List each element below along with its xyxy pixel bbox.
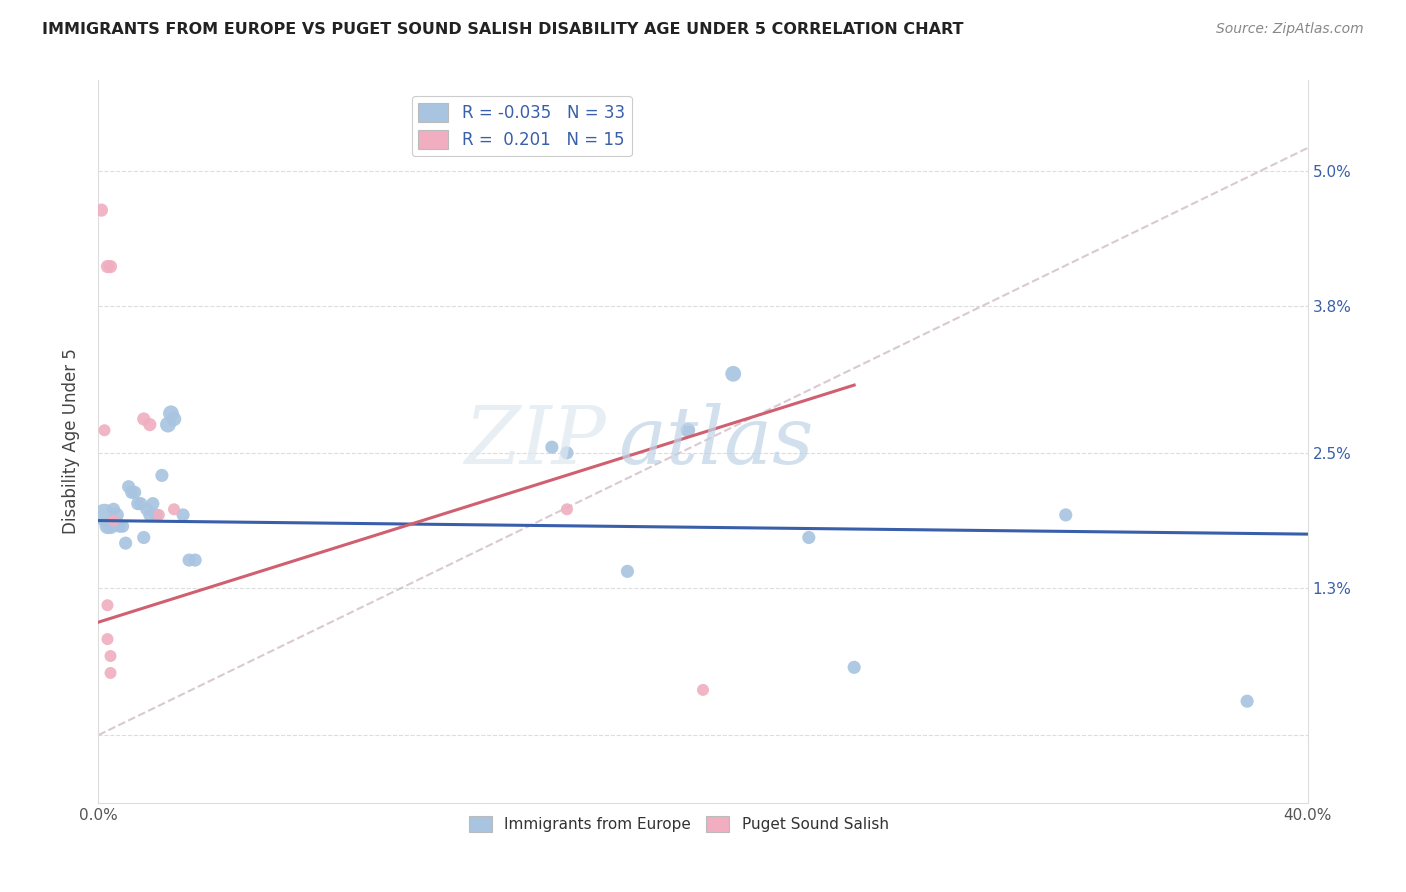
Point (723, 367, 745, 381)
Point (184, 553, 207, 567)
Y-axis label: Disability Age Under 5: Disability Age Under 5 (62, 349, 80, 534)
Point (132, 412, 155, 426)
Text: atlas: atlas (619, 403, 814, 480)
Point (142, 497, 165, 511)
Point (100, 665, 122, 680)
Point (160, 406, 183, 420)
Point (96, 260, 118, 274)
Point (145, 508, 167, 522)
Text: ZIP: ZIP (464, 403, 606, 480)
Point (129, 497, 152, 511)
Point (540, 440, 562, 454)
Point (100, 648, 122, 663)
Point (111, 519, 134, 533)
Point (118, 480, 141, 494)
Point (90, 203, 112, 218)
Point (121, 485, 143, 500)
Point (103, 502, 125, 516)
Point (797, 531, 820, 545)
Point (127, 497, 149, 511)
Point (1236, 694, 1258, 708)
Point (676, 423, 699, 437)
Point (100, 519, 122, 533)
Point (692, 682, 714, 697)
Point (114, 536, 136, 550)
Point (108, 519, 131, 533)
Point (124, 485, 146, 500)
Legend: Immigrants from Europe, Puget Sound Salish: Immigrants from Europe, Puget Sound Sali… (463, 810, 894, 838)
Point (172, 508, 194, 522)
Point (163, 412, 186, 426)
Point (93, 423, 115, 437)
Point (105, 508, 128, 522)
Point (844, 660, 866, 674)
Point (555, 502, 578, 516)
Point (148, 508, 170, 522)
Point (93, 508, 115, 522)
Point (139, 417, 162, 432)
Point (179, 553, 201, 567)
Point (135, 502, 157, 516)
Point (616, 565, 638, 579)
Point (96, 519, 118, 533)
Text: IMMIGRANTS FROM EUROPE VS PUGET SOUND SALISH DISABILITY AGE UNDER 5 CORRELATION : IMMIGRANTS FROM EUROPE VS PUGET SOUND SA… (42, 22, 963, 37)
Text: Source: ZipAtlas.com: Source: ZipAtlas.com (1216, 22, 1364, 37)
Point (1054, 508, 1077, 522)
Point (100, 260, 122, 274)
Point (96, 632, 118, 646)
Point (163, 502, 186, 516)
Point (96, 599, 118, 613)
Point (139, 508, 162, 522)
Point (103, 514, 125, 528)
Point (150, 468, 173, 483)
Point (156, 417, 179, 432)
Point (555, 446, 578, 460)
Point (132, 531, 155, 545)
